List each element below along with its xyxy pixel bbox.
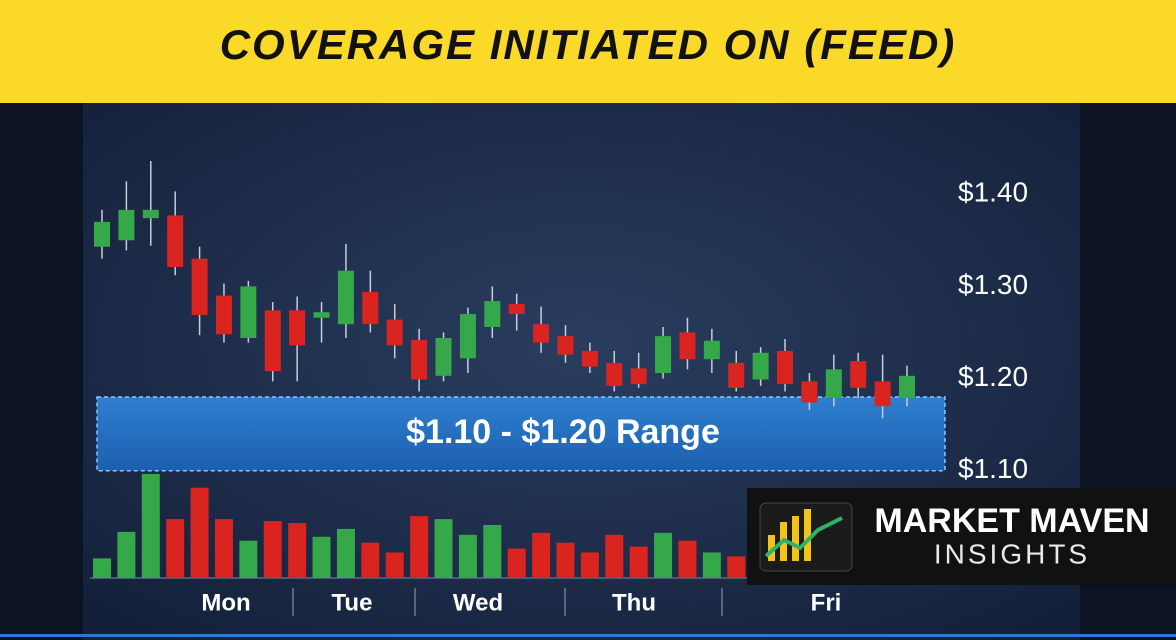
candle-body bbox=[606, 362, 623, 386]
volume-bar bbox=[727, 556, 746, 578]
candle-body bbox=[264, 310, 281, 372]
volume-bar bbox=[483, 524, 502, 578]
logo-line2: INSIGHTS bbox=[934, 538, 1090, 569]
header-title: COVERAGE INITIATED ON (FEED) bbox=[220, 21, 957, 68]
candle-body bbox=[581, 350, 598, 367]
volume-bar bbox=[117, 531, 136, 578]
candle-body bbox=[728, 362, 745, 388]
candle-body bbox=[240, 286, 257, 339]
volume-bar bbox=[605, 534, 624, 578]
volume-bar bbox=[702, 552, 721, 578]
volume-bar bbox=[141, 473, 160, 578]
logo-line1: MARKET MAVEN bbox=[874, 502, 1149, 540]
y-tick-label: $1.10 bbox=[958, 453, 1028, 484]
candle-body bbox=[362, 291, 379, 325]
candle-body bbox=[411, 339, 428, 380]
volume-bar bbox=[507, 548, 526, 578]
candle-body bbox=[533, 324, 550, 343]
candle-body bbox=[850, 361, 867, 388]
x-tick-label: Fri bbox=[811, 589, 842, 616]
volume-bar bbox=[190, 487, 209, 578]
candle-body bbox=[118, 209, 135, 241]
candle-body bbox=[752, 352, 769, 380]
candle-body bbox=[777, 350, 794, 385]
volume-bar bbox=[166, 519, 185, 578]
x-tick-label: Mon bbox=[201, 589, 250, 616]
logo-line bbox=[764, 516, 843, 558]
volume-bar bbox=[532, 532, 551, 578]
volume-bar bbox=[214, 519, 233, 578]
candle-body bbox=[167, 215, 184, 268]
candle-body bbox=[191, 258, 208, 315]
y-tick-label: $1.20 bbox=[958, 361, 1028, 392]
volume-bar bbox=[580, 552, 599, 578]
volume-bar bbox=[361, 542, 380, 578]
logo-bar bbox=[804, 509, 811, 561]
volume-bar bbox=[434, 519, 453, 578]
candle-body bbox=[142, 209, 159, 219]
candle-body bbox=[703, 340, 720, 360]
candle-body bbox=[557, 336, 574, 355]
candle-body bbox=[289, 310, 306, 346]
candle-body bbox=[94, 221, 110, 247]
volume-bar bbox=[336, 528, 355, 578]
candle-body bbox=[679, 332, 696, 360]
candle-body bbox=[825, 369, 842, 398]
logo-bar bbox=[792, 516, 799, 561]
volume-bar bbox=[312, 536, 331, 578]
candle-body bbox=[655, 336, 672, 374]
range-label: $1.10 - $1.20 Range bbox=[406, 413, 720, 451]
volume-bar bbox=[239, 540, 258, 578]
logo-bar bbox=[768, 535, 775, 561]
candle-body bbox=[337, 270, 354, 325]
header-bar bbox=[0, 0, 1176, 103]
candle-body bbox=[484, 301, 501, 327]
volume-bar bbox=[458, 534, 477, 578]
candle-body bbox=[899, 375, 915, 398]
candle-body bbox=[801, 381, 818, 403]
volume-bar bbox=[385, 552, 404, 578]
volume-bar bbox=[678, 540, 697, 578]
x-tick-label: Tue bbox=[332, 589, 373, 616]
volume-bar bbox=[263, 521, 282, 578]
candle-body bbox=[459, 314, 476, 359]
volume-bar bbox=[629, 546, 648, 578]
y-tick-label: $1.40 bbox=[958, 177, 1028, 208]
x-tick-label: Wed bbox=[453, 589, 503, 616]
y-tick-label: $1.30 bbox=[958, 269, 1028, 300]
candle-body bbox=[313, 312, 330, 318]
candle-body bbox=[508, 303, 525, 315]
volume-bar bbox=[93, 558, 111, 578]
x-tick-label: Thu bbox=[612, 589, 656, 616]
volume-bar bbox=[410, 516, 429, 578]
candle-body bbox=[435, 338, 452, 376]
candle-body bbox=[215, 295, 232, 335]
volume-bar bbox=[288, 523, 307, 578]
candle-body bbox=[874, 381, 891, 407]
volume-bar bbox=[654, 532, 673, 578]
logo-icon bbox=[759, 502, 853, 572]
range-band bbox=[96, 396, 946, 472]
candle-body bbox=[630, 368, 647, 385]
candle-body bbox=[386, 319, 403, 346]
volume-bar bbox=[556, 542, 575, 578]
bottom-line bbox=[0, 634, 1176, 637]
